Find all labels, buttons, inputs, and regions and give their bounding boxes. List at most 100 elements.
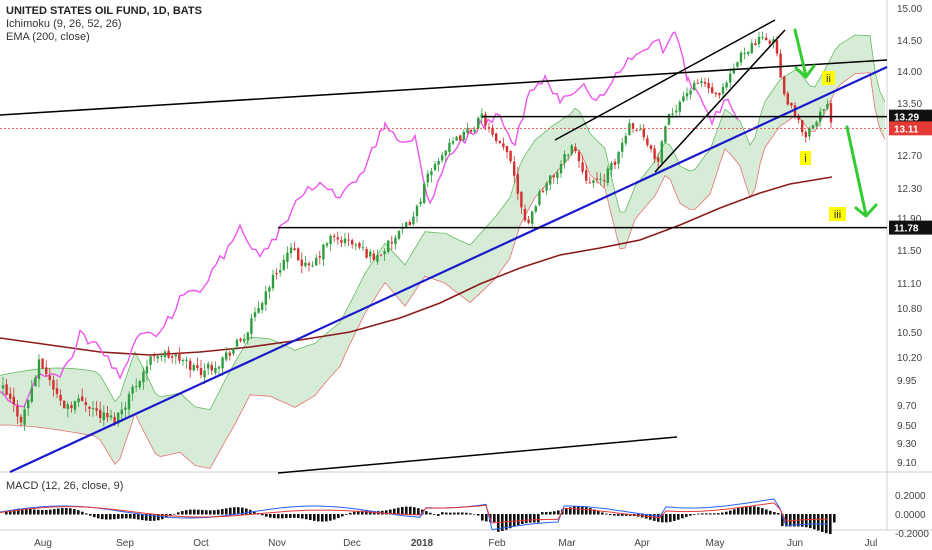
- candle-body: [426, 173, 429, 183]
- macd-histogram-bar: [289, 514, 292, 518]
- macd-histogram-bar: [181, 511, 184, 515]
- candle-body: [603, 180, 606, 182]
- candle-body: [487, 127, 491, 129]
- cloud-segment: [460, 240, 465, 299]
- wave-label-text: iii: [834, 209, 841, 221]
- candle: [574, 143, 577, 154]
- candle-body: [55, 388, 59, 394]
- candle-body: [336, 237, 339, 240]
- candle-body: [581, 162, 584, 172]
- candle: [480, 108, 483, 124]
- candle-body: [567, 154, 570, 156]
- candle-body: [217, 366, 221, 369]
- macd-histogram-bar: [105, 514, 108, 520]
- macd-histogram-bar: [357, 511, 360, 515]
- cloud-segment: [695, 162, 700, 210]
- cloud-segment: [735, 116, 740, 166]
- cloud-segment: [250, 337, 255, 396]
- macd-histogram-bar: [765, 509, 768, 515]
- cloud-segment: [805, 79, 810, 132]
- candle: [304, 255, 307, 268]
- cloud-segment: [280, 343, 285, 403]
- candle: [124, 401, 127, 419]
- cloud-segment: [355, 283, 360, 334]
- macd-histogram-bar: [233, 507, 236, 515]
- candle-body: [685, 93, 689, 97]
- candle: [369, 249, 372, 263]
- macd-histogram-bar: [229, 507, 232, 515]
- macd-histogram-bar: [325, 514, 328, 522]
- macd-histogram-bar: [121, 514, 124, 519]
- y-tick-label: 13.50: [897, 99, 922, 110]
- candle: [444, 149, 447, 163]
- candle: [714, 92, 717, 98]
- candle-body: [387, 240, 390, 252]
- cloud-segment: [530, 140, 535, 207]
- macd-histogram-bar: [269, 514, 272, 518]
- macd-histogram-bar: [141, 514, 144, 521]
- candle-body: [73, 401, 77, 410]
- candle-body: [27, 400, 30, 409]
- candle: [315, 254, 318, 266]
- macd-histogram-bar: [665, 514, 668, 523]
- candle: [77, 394, 80, 408]
- cloud-segment: [385, 243, 390, 289]
- macd-histogram-bar: [49, 509, 52, 515]
- arrow-down-2-head: [854, 203, 878, 218]
- candle-body: [48, 375, 51, 381]
- cloud-segment: [435, 232, 440, 282]
- candle: [822, 108, 825, 117]
- candle-body: [509, 150, 512, 162]
- candle: [804, 129, 807, 143]
- macd-histogram-bar: [661, 514, 664, 523]
- candle-body: [261, 302, 264, 310]
- cloud-segment: [870, 35, 875, 109]
- candle-body: [232, 347, 235, 354]
- macd-histogram-bar: [265, 514, 268, 517]
- macd-histogram-bar: [225, 508, 228, 515]
- candle: [239, 337, 242, 343]
- candle-body: [37, 359, 41, 379]
- candle-body: [318, 256, 321, 258]
- candle-body: [430, 171, 433, 176]
- candle: [617, 151, 620, 170]
- cloud-segment: [480, 228, 485, 294]
- candle-body: [765, 37, 768, 41]
- macd-histogram-bar: [169, 514, 172, 517]
- ichimoku-legend[interactable]: Ichimoku (9, 26, 52, 26): [6, 18, 122, 30]
- macd-histogram-bar: [281, 514, 284, 519]
- cloud-segment: [365, 265, 370, 314]
- signal-line: [0, 502, 829, 524]
- candle-body: [225, 352, 228, 360]
- y-tick-label: 11.90: [897, 214, 922, 225]
- macd-histogram-bar: [485, 514, 488, 522]
- cloud-segment: [425, 231, 430, 278]
- candle: [801, 119, 804, 137]
- ema-legend[interactable]: EMA (200, close): [6, 31, 90, 43]
- candle: [232, 347, 235, 356]
- x-tick-label: May: [706, 538, 725, 549]
- macd-histogram-bar: [13, 509, 16, 515]
- candle: [412, 211, 415, 226]
- macd-histogram-bar: [549, 511, 552, 515]
- symbol-title[interactable]: UNITED STATES OIL FUND, 1D, BATS: [6, 5, 202, 17]
- candle: [343, 232, 347, 247]
- candle-body: [138, 381, 141, 388]
- macd-histogram-bar: [625, 514, 628, 516]
- candle-body: [667, 113, 671, 125]
- price-label: 13.11: [889, 121, 932, 136]
- candle: [556, 169, 559, 185]
- cloud-segment: [675, 154, 680, 204]
- candle-body: [282, 259, 285, 271]
- candle: [797, 113, 800, 124]
- candle: [117, 412, 120, 427]
- candle-body: [696, 82, 699, 84]
- macd-histogram-bar: [153, 514, 156, 521]
- macd-histogram-bar: [593, 509, 596, 515]
- macd-legend[interactable]: MACD (12, 26, close, 9): [6, 480, 124, 492]
- candle: [142, 367, 145, 390]
- macd-histogram-bar: [597, 510, 600, 515]
- cloud-segment: [0, 374, 5, 426]
- cloud-segment: [755, 116, 760, 190]
